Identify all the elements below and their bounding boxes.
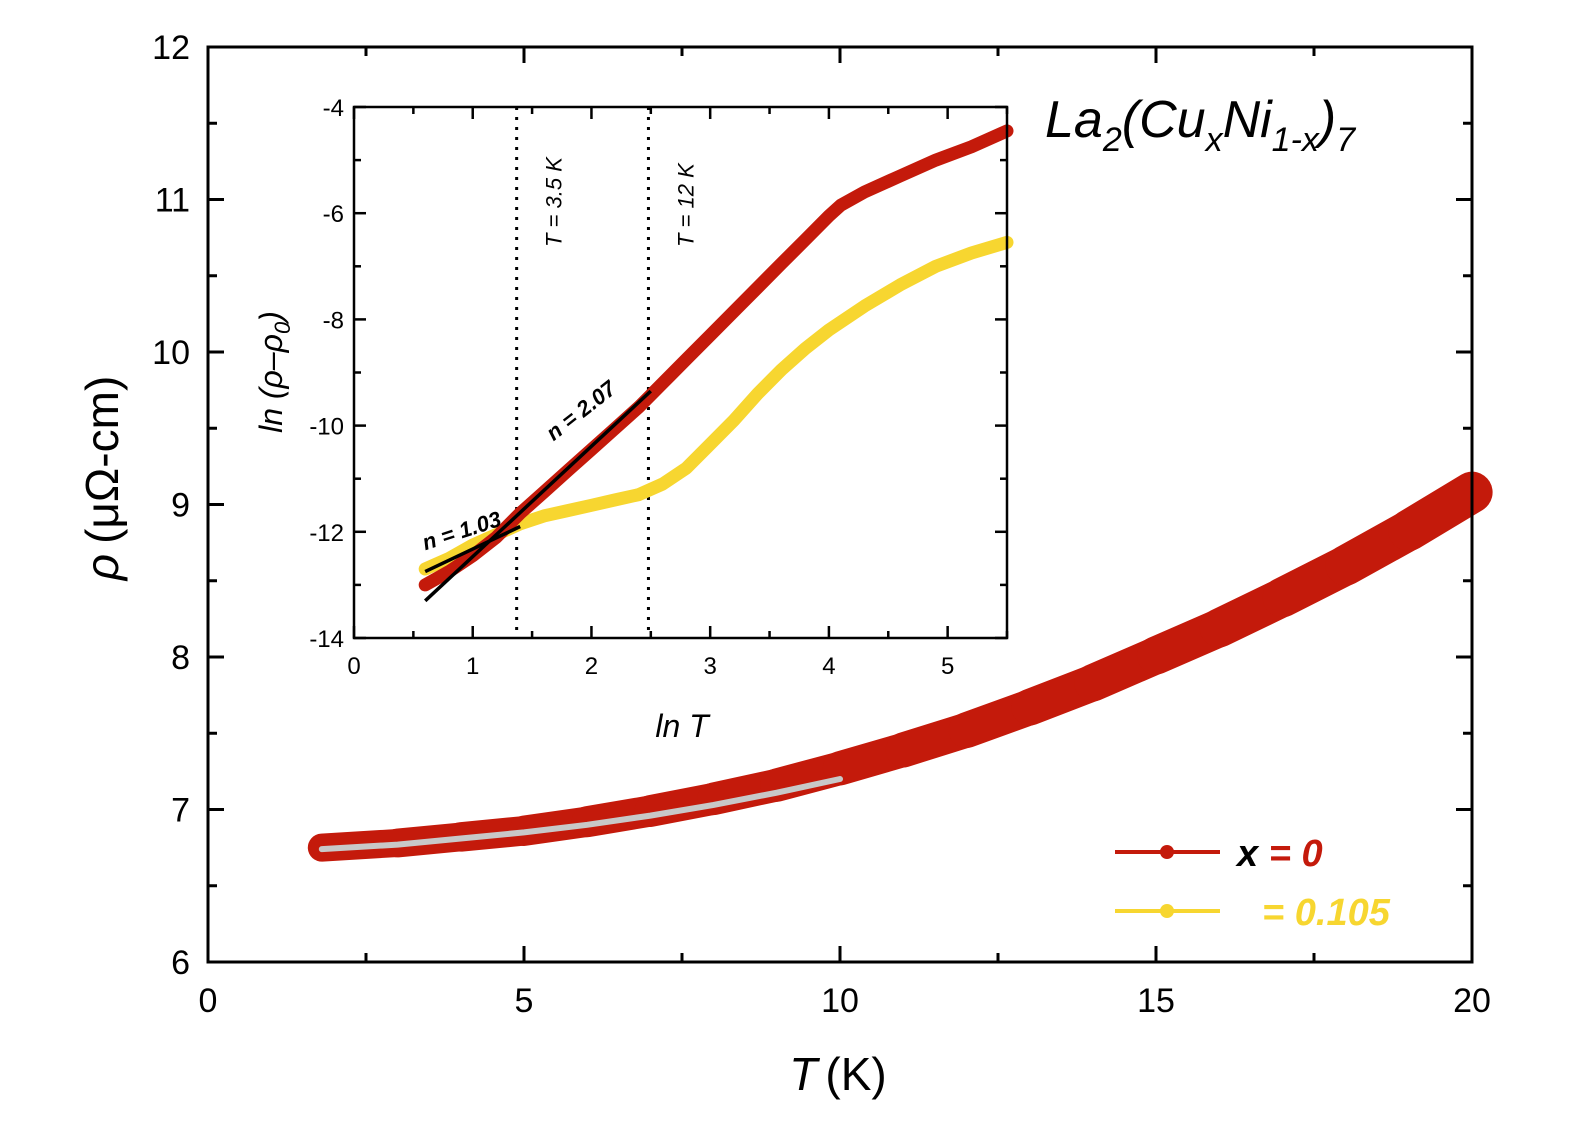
main-ytick-label: 6	[171, 944, 190, 982]
formula-ni: Ni	[1223, 91, 1274, 149]
main-plot-frame	[206, 45, 1474, 964]
inset-xtick-label: 5	[941, 653, 954, 680]
inset-tick-labels: 0 1 2 3 4 5 -14 -12 -10 -8 -6 -4	[309, 95, 954, 680]
legend-marker-x0105	[1160, 904, 1174, 918]
y-axis-symbol: ρ	[76, 554, 128, 582]
inset-reference-lines	[515, 107, 650, 638]
main-ytick-label: 10	[152, 334, 190, 372]
inset-ytick-label: -12	[309, 520, 344, 547]
vline-label-3.5K: T = 3.5 K	[542, 156, 567, 247]
inset-ytick-label: -14	[309, 626, 344, 653]
inset-xtick-label: 0	[347, 653, 360, 680]
y-axis-unit: (μΩ-cm)	[76, 376, 128, 544]
inset-ytick-label: -8	[323, 307, 344, 334]
inset-y-rho: ρ–ρ	[253, 334, 289, 389]
formula-ni-sub: 1-x	[1272, 121, 1320, 159]
inset-fit-line	[424, 389, 652, 603]
inset-xtick-label: 1	[466, 653, 479, 680]
vline-label-12K: T = 12 K	[673, 162, 698, 247]
inset-y-prefix: ln (	[253, 385, 289, 433]
inset-axis-ticks	[352, 105, 1009, 640]
inset-fit-lines	[424, 389, 652, 603]
inset-ytick-label: -10	[309, 414, 344, 441]
main-ytick-label: 11	[155, 182, 190, 220]
inset-xtick-label: 2	[585, 653, 598, 680]
legend-value-x0: = 0	[1258, 833, 1322, 875]
y-axis-title: ρ (μΩ-cm)	[76, 376, 128, 583]
legend-prefix-x0: x	[1235, 833, 1260, 875]
formula-cu: (Cu	[1122, 91, 1206, 149]
x-axis-title: T (K)	[789, 1048, 886, 1100]
main-ytick-label: 12	[152, 29, 190, 67]
inset-y-sub: 0	[270, 321, 295, 334]
inset-y-suffix: )	[253, 311, 289, 326]
legend-value-x0105: = 0.105	[1262, 892, 1391, 934]
inset-xtick-label: 3	[704, 653, 717, 680]
inset-x-axis-title: ln T	[655, 708, 711, 744]
formula-close-sub: 7	[1336, 121, 1356, 159]
main-xtick-label: 20	[1453, 982, 1491, 1020]
inset-y-axis-title: ln (ρ–ρ0)	[253, 311, 295, 433]
formula-close: )	[1313, 91, 1336, 149]
main-xtick-label: 15	[1137, 982, 1175, 1020]
inset-ytick-label: -4	[323, 95, 344, 122]
inset-xtick-label: 4	[822, 653, 835, 680]
main-ytick-label: 7	[171, 792, 190, 830]
formula-la-sub: 2	[1102, 121, 1122, 159]
x-axis-unit: (K)	[825, 1048, 886, 1100]
x-axis-symbol: T	[789, 1048, 820, 1100]
inset-fit-line	[424, 524, 521, 574]
main-xtick-label: 5	[515, 982, 534, 1020]
main-fit-line	[318, 776, 843, 853]
main-ytick-label: 9	[171, 487, 190, 525]
formula-cu-sub: x	[1204, 121, 1224, 159]
main-xtick-label: 10	[821, 982, 859, 1020]
main-series-layer	[307, 471, 1493, 862]
main-xtick-label: 0	[199, 982, 218, 1020]
legend-label-x0105: = 0.105	[1262, 892, 1391, 934]
main-x0-segment	[1388, 471, 1493, 552]
legend-marker-x0	[1160, 845, 1174, 859]
inset-ytick-label: -6	[323, 201, 344, 228]
formula-la: La	[1045, 91, 1103, 149]
legend-label-x0: x = 0	[1235, 833, 1323, 875]
legend: x = 0 = 0.105	[1115, 833, 1391, 934]
main-ytick-label: 8	[171, 639, 190, 677]
chart-title: La2(CuxNi1-x)7	[1045, 91, 1356, 159]
